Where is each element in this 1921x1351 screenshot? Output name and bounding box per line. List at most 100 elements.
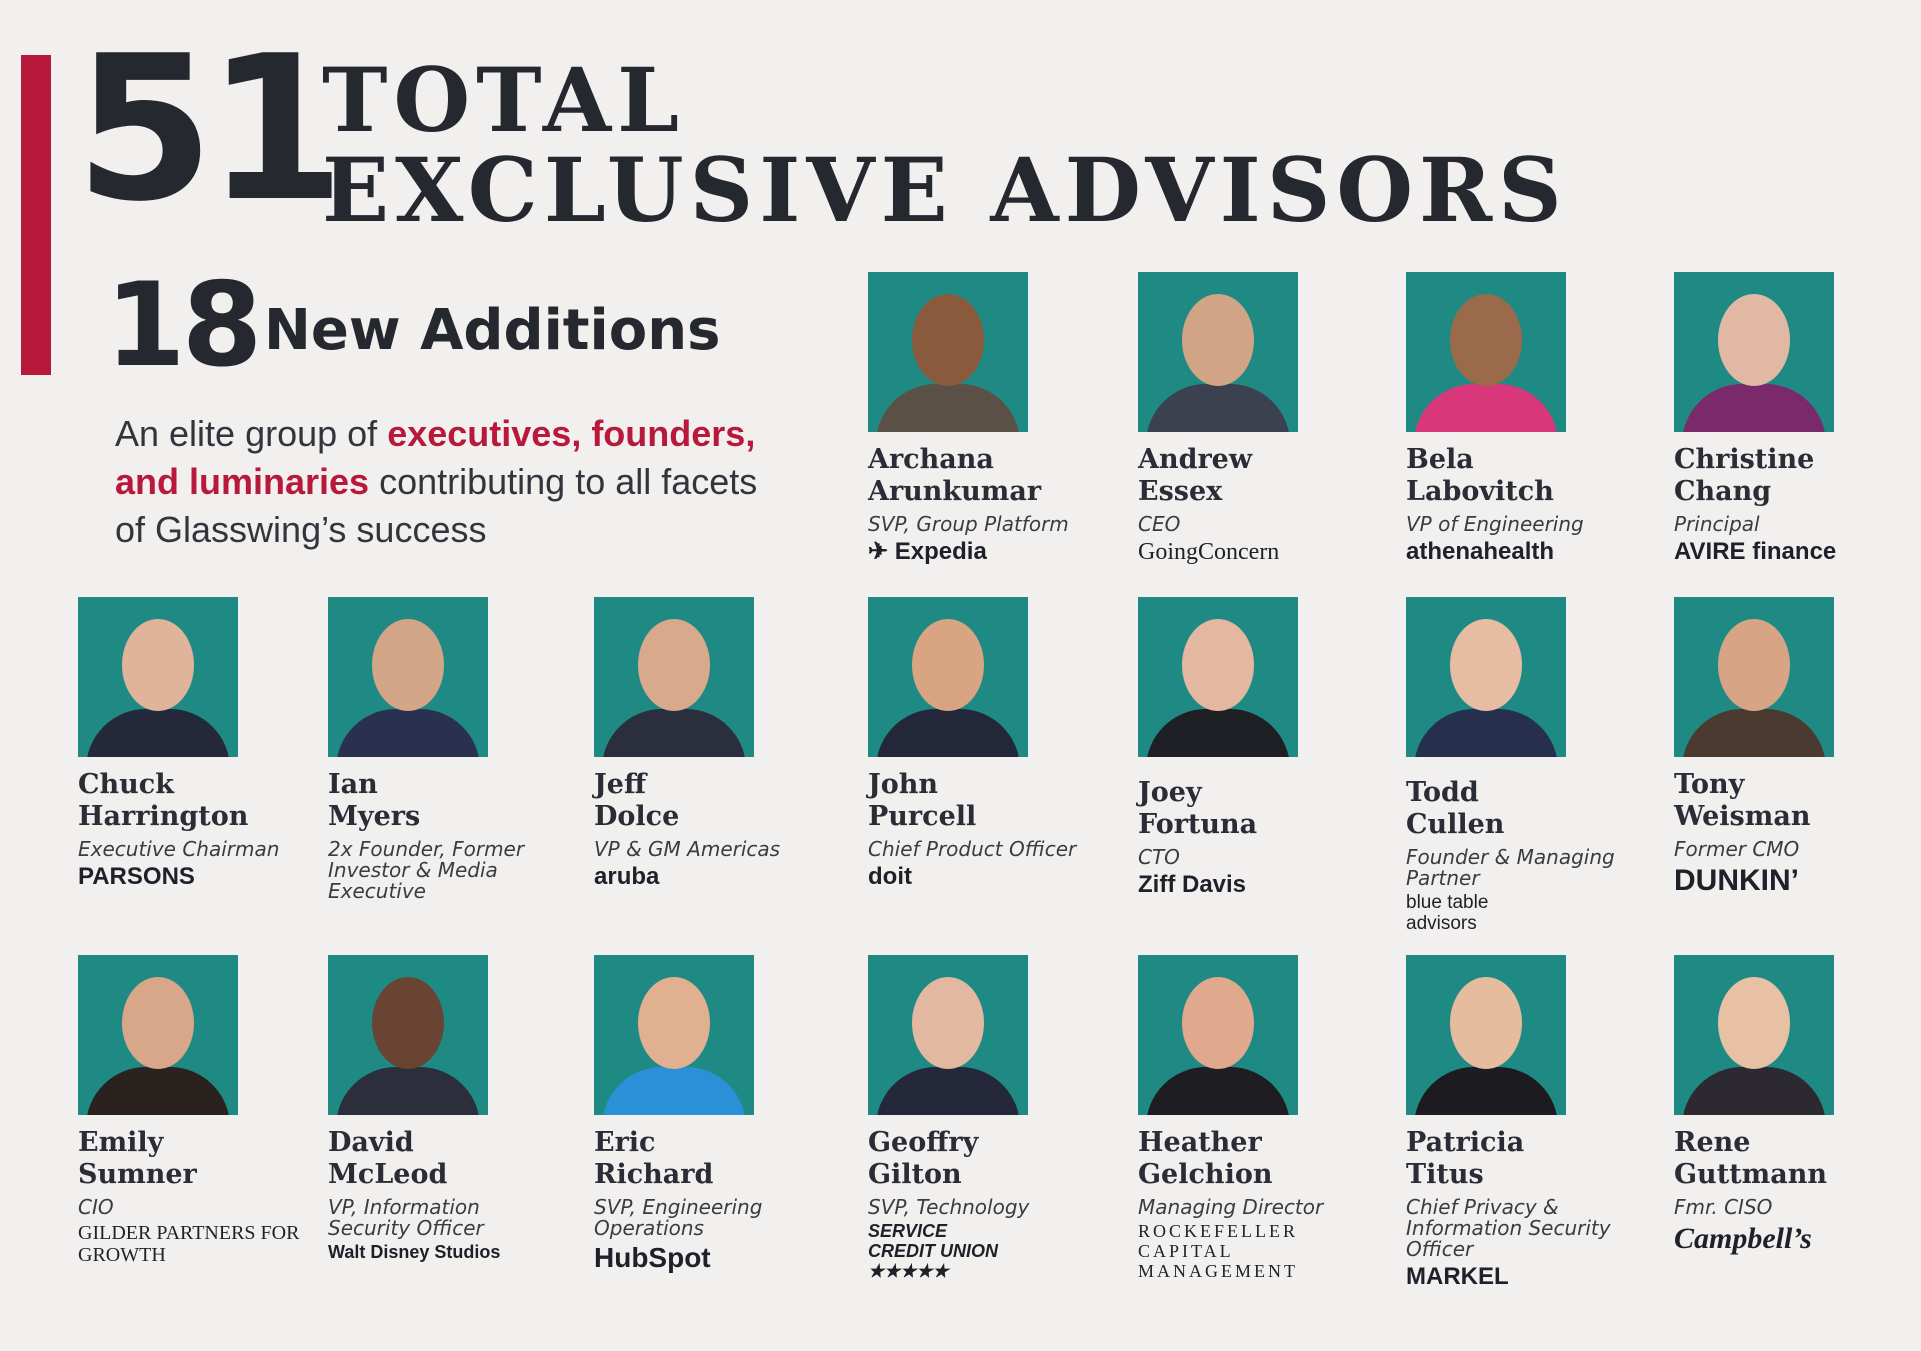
advisor-first-name: Christine [1674, 444, 1815, 475]
advisor-name: Patricia Titus [1406, 1127, 1636, 1191]
advisor-role: Chief Privacy & Information Security Off… [1406, 1195, 1611, 1261]
advisor-card: Ian Myers 2x Founder, Former Investor & M… [328, 597, 558, 902]
advisor-name: Chuck Harrington [78, 769, 308, 833]
advisor-last-name: Weisman [1674, 801, 1811, 832]
advisor-role: VP of Engineering [1406, 512, 1584, 536]
company-logo: Campbell’s [1674, 1222, 1812, 1255]
advisor-role: CIO [78, 1195, 114, 1219]
advisor-first-name: Emily [78, 1127, 164, 1158]
company-logo: doit [868, 863, 912, 890]
advisor-name: Tony Weisman [1674, 769, 1904, 833]
tagline-part2: contributing to all facets of Glasswing’… [115, 461, 758, 550]
company-logo: ✈ Expedia [868, 538, 987, 565]
advisor-photo [594, 955, 754, 1115]
tagline-highlight: executives, founders, and luminaries [115, 413, 756, 502]
advisor-photo [1138, 272, 1298, 432]
advisor-photo [328, 597, 488, 757]
company-logo: AVIRE finance [1674, 538, 1837, 565]
advisor-photo [1138, 955, 1298, 1115]
advisor-card: Andrew Essex CEO GoingConcern [1138, 272, 1368, 565]
advisor-card: Archana Arunkumar SVP, Group Platform ✈ E… [868, 272, 1098, 565]
advisor-role: 2x Founder, Former Investor & Media Exec… [328, 837, 525, 903]
page-title: TOTAL EXCLUSIVE ADVISORS [322, 55, 1568, 235]
advisor-first-name: Todd [1406, 777, 1479, 808]
advisor-card: Todd Cullen Founder & Managing Partner bl… [1406, 597, 1636, 935]
advisor-role: SVP, Group Platform [868, 512, 1069, 536]
advisor-last-name: Guttmann [1674, 1159, 1827, 1190]
advisor-role: VP, Information Security Officer [328, 1195, 484, 1240]
advisor-card: Geoffry Gilton SVP, Technology SERVICE CR… [868, 955, 1098, 1281]
advisor-first-name: David [328, 1127, 414, 1158]
company-logo: Ziff Davis [1138, 871, 1247, 898]
advisor-card: Patricia Titus Chief Privacy & Informatio… [1406, 955, 1636, 1290]
advisor-photo [1674, 955, 1834, 1115]
advisor-name: Ian Myers [328, 769, 558, 833]
company-logo: ROCKEFELLER CAPITAL MANAGEMENT [1138, 1221, 1299, 1281]
advisor-photo [78, 597, 238, 757]
advisor-last-name: Gilton [868, 1159, 962, 1190]
advisor-name: Andrew Essex [1138, 444, 1368, 508]
advisor-photo [868, 955, 1028, 1115]
advisor-name: Emily Sumner [78, 1127, 308, 1191]
advisor-card: Eric Richard SVP, Engineering Operations … [594, 955, 824, 1274]
advisor-role: Executive Chairman [78, 837, 280, 861]
advisor-role: SVP, Technology [868, 1195, 1030, 1219]
advisor-last-name: Essex [1138, 476, 1223, 507]
advisor-first-name: John [868, 769, 939, 800]
advisor-first-name: Archana [868, 444, 994, 475]
advisor-name: Eric Richard [594, 1127, 824, 1191]
advisor-photo [868, 272, 1028, 432]
advisor-name: Joey Fortuna [1138, 777, 1368, 841]
company-logo: PARSONS [78, 863, 195, 890]
accent-bar [21, 55, 51, 375]
advisor-role: Founder & Managing Partner [1406, 845, 1615, 890]
advisor-card: Jeff Dolce VP & GM Americas aruba [594, 597, 824, 890]
advisor-first-name: Heather [1138, 1127, 1262, 1158]
advisor-first-name: Andrew [1138, 444, 1253, 475]
advisor-last-name: Gelchion [1138, 1159, 1273, 1190]
advisor-card: Christine Chang Principal AVIRE finance [1674, 272, 1904, 565]
advisor-card: Tony Weisman Former CMO DUNKIN’ [1674, 597, 1904, 897]
advisor-name: Jeff Dolce [594, 769, 824, 833]
advisor-photo [1406, 272, 1566, 432]
advisor-card: Rene Guttmann Fmr. CISO Campbell’s [1674, 955, 1904, 1255]
tagline: An elite group of executives, founders, … [115, 410, 795, 554]
advisor-photo [1674, 597, 1834, 757]
advisor-name: Todd Cullen [1406, 777, 1636, 841]
advisor-photo [328, 955, 488, 1115]
company-logo: athenahealth [1406, 538, 1555, 565]
company-logo: SERVICE CREDIT UNION ★★★★★ [868, 1221, 998, 1281]
advisor-last-name: Myers [328, 801, 421, 832]
advisor-role: Managing Director [1138, 1195, 1324, 1219]
company-logo: GILDER PARTNERS FOR GROWTH [78, 1222, 300, 1266]
advisor-role: VP & GM Americas [594, 837, 781, 861]
advisor-role: SVP, Engineering Operations [594, 1195, 763, 1240]
advisor-role: Former CMO [1674, 837, 1800, 861]
new-additions-count: 18 [105, 258, 262, 393]
advisor-first-name: Chuck [78, 769, 174, 800]
advisor-photo [594, 597, 754, 757]
advisor-photo [1406, 955, 1566, 1115]
company-logo: blue table advisors [1406, 892, 1489, 934]
advisor-first-name: Ian [328, 769, 378, 800]
title-line-2: EXCLUSIVE ADVISORS [322, 138, 1568, 242]
advisor-first-name: Rene [1674, 1127, 1751, 1158]
total-advisors-count: 51 [75, 13, 345, 246]
advisor-name: Heather Gelchion [1138, 1127, 1368, 1191]
advisor-name: Rene Guttmann [1674, 1127, 1904, 1191]
tagline-part1: An elite group of [115, 413, 388, 454]
advisor-last-name: Sumner [78, 1159, 197, 1190]
advisor-card: Chuck Harrington Executive Chairman PARSO… [78, 597, 308, 890]
advisor-first-name: Tony [1674, 769, 1745, 800]
advisor-last-name: Titus [1406, 1159, 1484, 1190]
company-logo: aruba [594, 863, 660, 890]
company-logo: Walt Disney Studios [328, 1242, 501, 1262]
advisor-role: CEO [1138, 512, 1181, 536]
advisor-role: Chief Product Officer [868, 837, 1077, 861]
advisor-photo [868, 597, 1028, 757]
advisor-photo [1406, 597, 1566, 757]
advisor-photo [1138, 597, 1298, 757]
advisor-role: Fmr. CISO [1674, 1195, 1773, 1219]
advisor-card: Heather Gelchion Managing Director ROCKEF… [1138, 955, 1368, 1281]
company-logo: MARKEL [1406, 1263, 1509, 1290]
